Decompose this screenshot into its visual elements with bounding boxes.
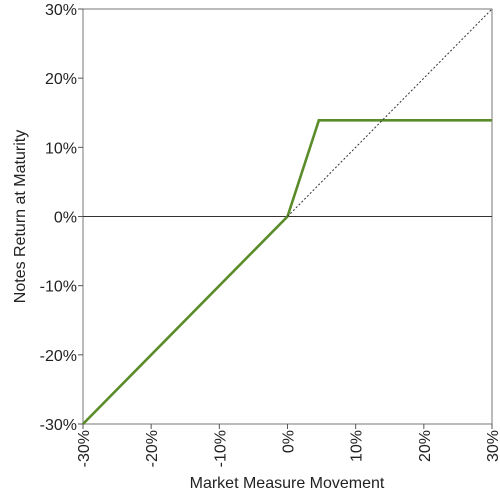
x-tick-label: -10% bbox=[212, 430, 229, 467]
x-axis-ticks: -30% -20% -10% 0% 10% 20% 30% bbox=[76, 424, 500, 467]
y-tick-label: 30% bbox=[45, 2, 77, 19]
x-axis-title: Market Measure Movement bbox=[190, 475, 385, 492]
y-tick-label: 20% bbox=[45, 71, 77, 88]
y-tick-label: -30% bbox=[40, 417, 77, 434]
y-axis-title: Notes Return at Maturity bbox=[12, 130, 29, 303]
x-tick-label: -30% bbox=[76, 430, 93, 467]
y-tick-label: 10% bbox=[45, 140, 77, 157]
diagonal-reference-line bbox=[287, 8, 493, 217]
x-tick-label: -20% bbox=[144, 430, 161, 467]
notes-return-line bbox=[82, 119, 492, 425]
x-tick-label: 20% bbox=[417, 430, 434, 462]
x-tick-label: 30% bbox=[485, 430, 500, 462]
x-tick-label: 0% bbox=[281, 430, 298, 453]
y-tick-label: 0% bbox=[54, 210, 77, 227]
series-layer bbox=[82, 8, 493, 425]
x-tick-label: 10% bbox=[349, 430, 366, 462]
y-axis-ticks: -30% -20% -10% 0% 10% 20% 30% bbox=[40, 2, 83, 434]
y-tick-label: -20% bbox=[40, 348, 77, 365]
y-tick-label: -10% bbox=[40, 279, 77, 296]
